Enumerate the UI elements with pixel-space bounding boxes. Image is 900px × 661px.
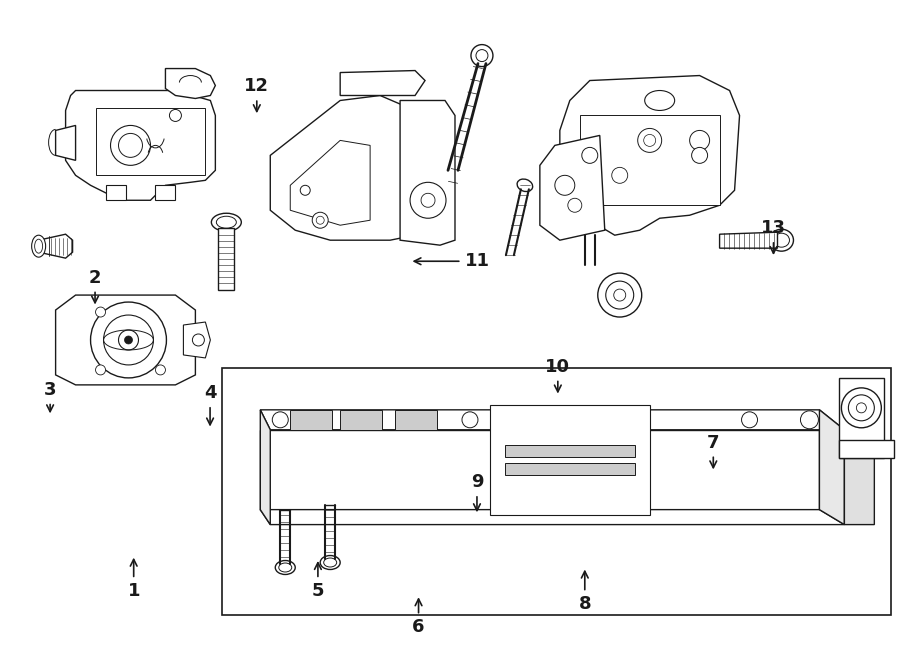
Text: 2: 2 — [89, 269, 102, 303]
Circle shape — [104, 315, 154, 365]
Polygon shape — [290, 410, 332, 430]
Polygon shape — [505, 463, 634, 475]
Circle shape — [471, 44, 493, 67]
Ellipse shape — [275, 561, 295, 574]
Circle shape — [91, 302, 166, 378]
Text: 1: 1 — [128, 559, 140, 600]
Circle shape — [193, 334, 204, 346]
Polygon shape — [260, 430, 819, 510]
Text: 13: 13 — [761, 219, 786, 253]
Circle shape — [644, 134, 656, 146]
Polygon shape — [505, 445, 634, 457]
Ellipse shape — [644, 91, 675, 110]
Circle shape — [554, 175, 575, 195]
Text: 12: 12 — [244, 77, 269, 112]
Polygon shape — [105, 185, 125, 200]
Circle shape — [842, 388, 881, 428]
Polygon shape — [270, 95, 415, 240]
Polygon shape — [844, 430, 874, 525]
Circle shape — [568, 198, 581, 212]
Ellipse shape — [34, 239, 42, 253]
Bar — [222, 368, 891, 615]
Circle shape — [273, 412, 288, 428]
Circle shape — [857, 403, 867, 413]
Circle shape — [316, 216, 324, 224]
Polygon shape — [340, 71, 425, 95]
Polygon shape — [400, 100, 455, 245]
Circle shape — [742, 412, 758, 428]
Circle shape — [476, 50, 488, 61]
Polygon shape — [156, 185, 176, 200]
Polygon shape — [290, 140, 370, 225]
Circle shape — [119, 330, 139, 350]
Circle shape — [462, 412, 478, 428]
Circle shape — [95, 307, 105, 317]
Circle shape — [691, 147, 707, 163]
Circle shape — [111, 126, 150, 165]
Polygon shape — [56, 126, 76, 161]
Text: 7: 7 — [707, 434, 719, 468]
Polygon shape — [340, 410, 382, 430]
Circle shape — [312, 212, 328, 228]
Circle shape — [800, 411, 818, 429]
Ellipse shape — [518, 179, 533, 192]
Circle shape — [849, 395, 874, 421]
Polygon shape — [166, 69, 215, 98]
Circle shape — [598, 273, 642, 317]
Text: 6: 6 — [412, 599, 425, 637]
Circle shape — [301, 185, 310, 195]
Polygon shape — [490, 405, 650, 515]
Polygon shape — [395, 410, 437, 430]
Text: 8: 8 — [579, 571, 591, 613]
Text: 4: 4 — [203, 384, 216, 425]
Ellipse shape — [320, 555, 340, 570]
Circle shape — [606, 281, 634, 309]
Ellipse shape — [773, 233, 789, 247]
Circle shape — [638, 128, 662, 153]
Text: 5: 5 — [311, 563, 324, 600]
Circle shape — [612, 167, 627, 183]
Polygon shape — [580, 116, 720, 206]
Polygon shape — [260, 410, 270, 525]
Polygon shape — [66, 91, 215, 200]
Ellipse shape — [32, 235, 46, 257]
Polygon shape — [720, 232, 778, 248]
Polygon shape — [840, 378, 885, 457]
Polygon shape — [95, 108, 205, 175]
Circle shape — [95, 365, 105, 375]
Polygon shape — [819, 410, 844, 525]
Text: 3: 3 — [44, 381, 57, 412]
Polygon shape — [560, 75, 740, 235]
Circle shape — [581, 147, 598, 163]
Circle shape — [169, 110, 182, 122]
Circle shape — [124, 336, 132, 344]
Polygon shape — [184, 322, 211, 358]
Polygon shape — [260, 410, 844, 430]
Circle shape — [689, 130, 709, 151]
Ellipse shape — [324, 558, 337, 567]
Polygon shape — [840, 440, 895, 457]
Circle shape — [614, 289, 626, 301]
Text: 9: 9 — [471, 473, 483, 510]
Polygon shape — [540, 136, 605, 240]
Text: 11: 11 — [414, 253, 490, 270]
Text: 10: 10 — [545, 358, 571, 392]
Ellipse shape — [770, 229, 794, 251]
Ellipse shape — [216, 216, 237, 228]
Circle shape — [119, 134, 142, 157]
Polygon shape — [219, 228, 234, 290]
Ellipse shape — [279, 563, 292, 572]
Polygon shape — [260, 510, 844, 525]
Polygon shape — [39, 234, 73, 258]
Polygon shape — [56, 295, 195, 385]
Ellipse shape — [212, 214, 241, 231]
Circle shape — [410, 182, 446, 218]
Circle shape — [156, 365, 166, 375]
